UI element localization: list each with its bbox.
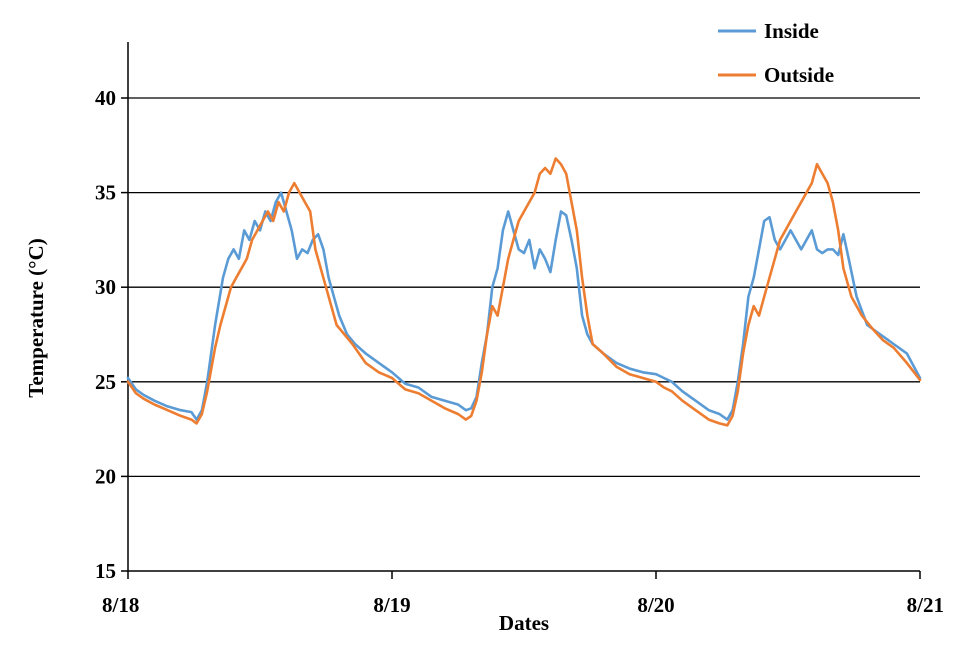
y-tick-label-25: 25 bbox=[95, 370, 116, 394]
legend: Inside Outside bbox=[718, 19, 834, 87]
y-tick-labels: 15 20 25 30 35 40 bbox=[95, 86, 116, 583]
y-tick-label-15: 15 bbox=[95, 559, 116, 583]
y-tick-label-40: 40 bbox=[95, 86, 116, 110]
legend-label-outside: Outside bbox=[764, 63, 834, 87]
x-axis-title: Dates bbox=[499, 611, 549, 635]
y-tick-label-35: 35 bbox=[95, 181, 116, 205]
axes bbox=[127, 42, 920, 572]
x-tick-label-1: 8/19 bbox=[373, 593, 410, 617]
y-tick-label-20: 20 bbox=[95, 464, 116, 488]
legend-item-inside: Inside bbox=[718, 19, 819, 43]
x-tick-label-3: 8/21 bbox=[907, 593, 944, 617]
gridlines bbox=[121, 97, 920, 572]
series-lines bbox=[126, 157, 922, 427]
series-line-outside bbox=[126, 157, 922, 427]
x-tick-labels: 8/18 8/19 8/20 8/21 bbox=[102, 571, 944, 617]
x-tick-label-0: 8/18 bbox=[102, 593, 139, 617]
legend-item-outside: Outside bbox=[718, 63, 834, 87]
x-tick-label-2: 8/20 bbox=[637, 593, 674, 617]
y-tick-label-30: 30 bbox=[95, 275, 116, 299]
legend-label-inside: Inside bbox=[764, 19, 819, 43]
series-line-inside bbox=[126, 191, 922, 421]
y-axis-title: Temperature (°C) bbox=[24, 238, 48, 397]
